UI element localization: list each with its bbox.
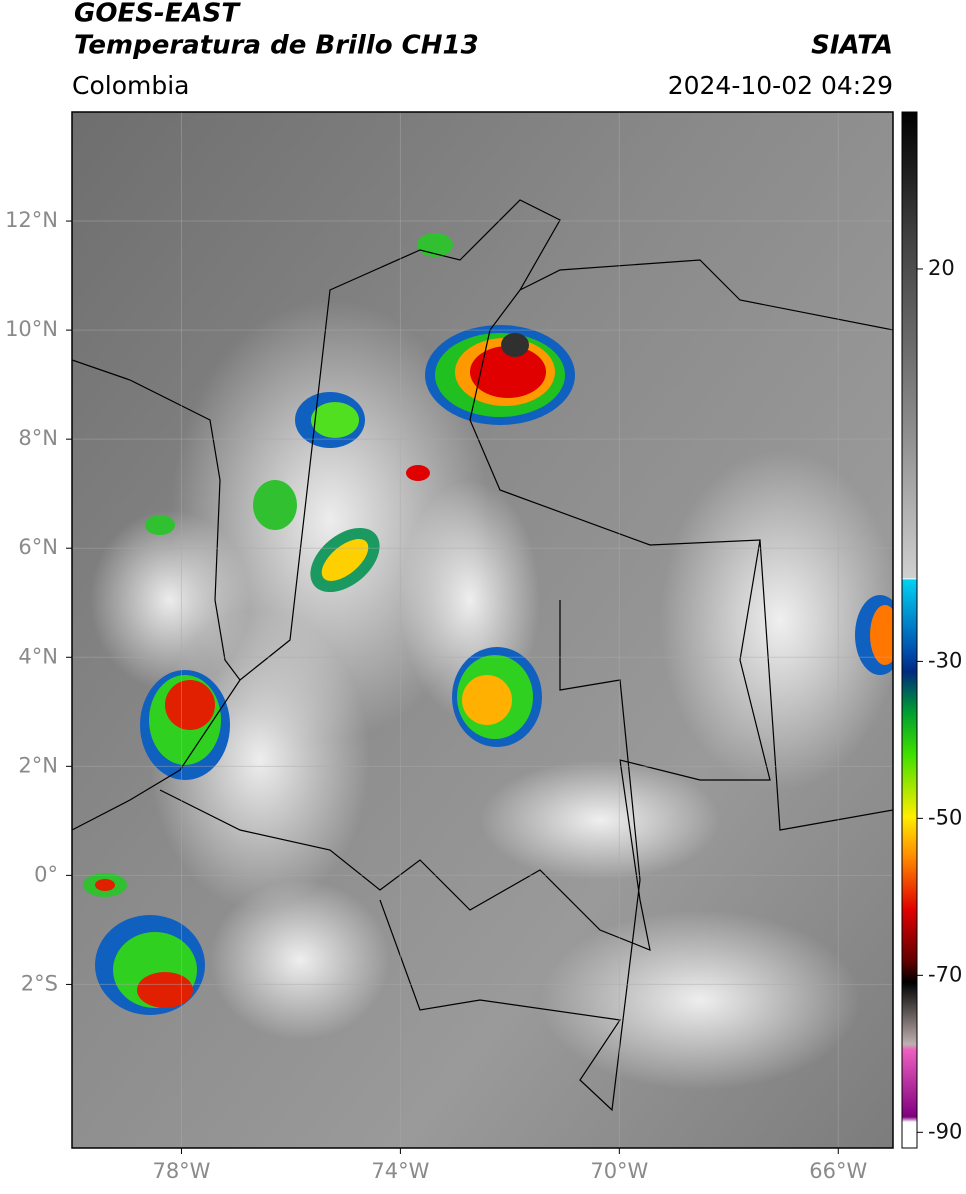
y-tick-label: 12°N <box>5 208 58 232</box>
x-tick-label: 70°W <box>590 1159 648 1183</box>
y-tick-label: 8°N <box>18 426 58 450</box>
y-tick-label: 10°N <box>5 317 58 341</box>
colorbar-tick-label: -90 <box>928 1119 962 1143</box>
y-tick-label: 6°N <box>18 535 58 559</box>
x-tick-label: 66°W <box>809 1159 867 1183</box>
colorbar-tick-label: -70 <box>928 962 962 986</box>
source: SIATA <box>811 31 893 61</box>
colorbar <box>901 111 918 1149</box>
y-tick-label: 4°N <box>18 644 58 668</box>
subtitle: Temperatura de Brillo CH13 <box>74 31 479 61</box>
colorbar-tick-label: 20 <box>928 256 955 280</box>
x-tick-label: 74°W <box>371 1159 429 1183</box>
y-tick-label: 2°S <box>21 971 58 995</box>
region: Colombia <box>72 71 189 100</box>
title: GOES-EAST <box>74 0 241 29</box>
x-tick-label: 78°W <box>152 1159 210 1183</box>
colorbar-tick-label: -50 <box>928 805 962 829</box>
map-frame <box>71 111 894 1149</box>
colorbar-tick-label: -30 <box>928 648 962 672</box>
y-tick-label: 2°N <box>18 753 58 777</box>
imagery <box>72 112 893 1148</box>
y-tick-label: 0° <box>34 862 58 886</box>
timestamp: 2024-10-02 04:29 <box>668 71 893 100</box>
